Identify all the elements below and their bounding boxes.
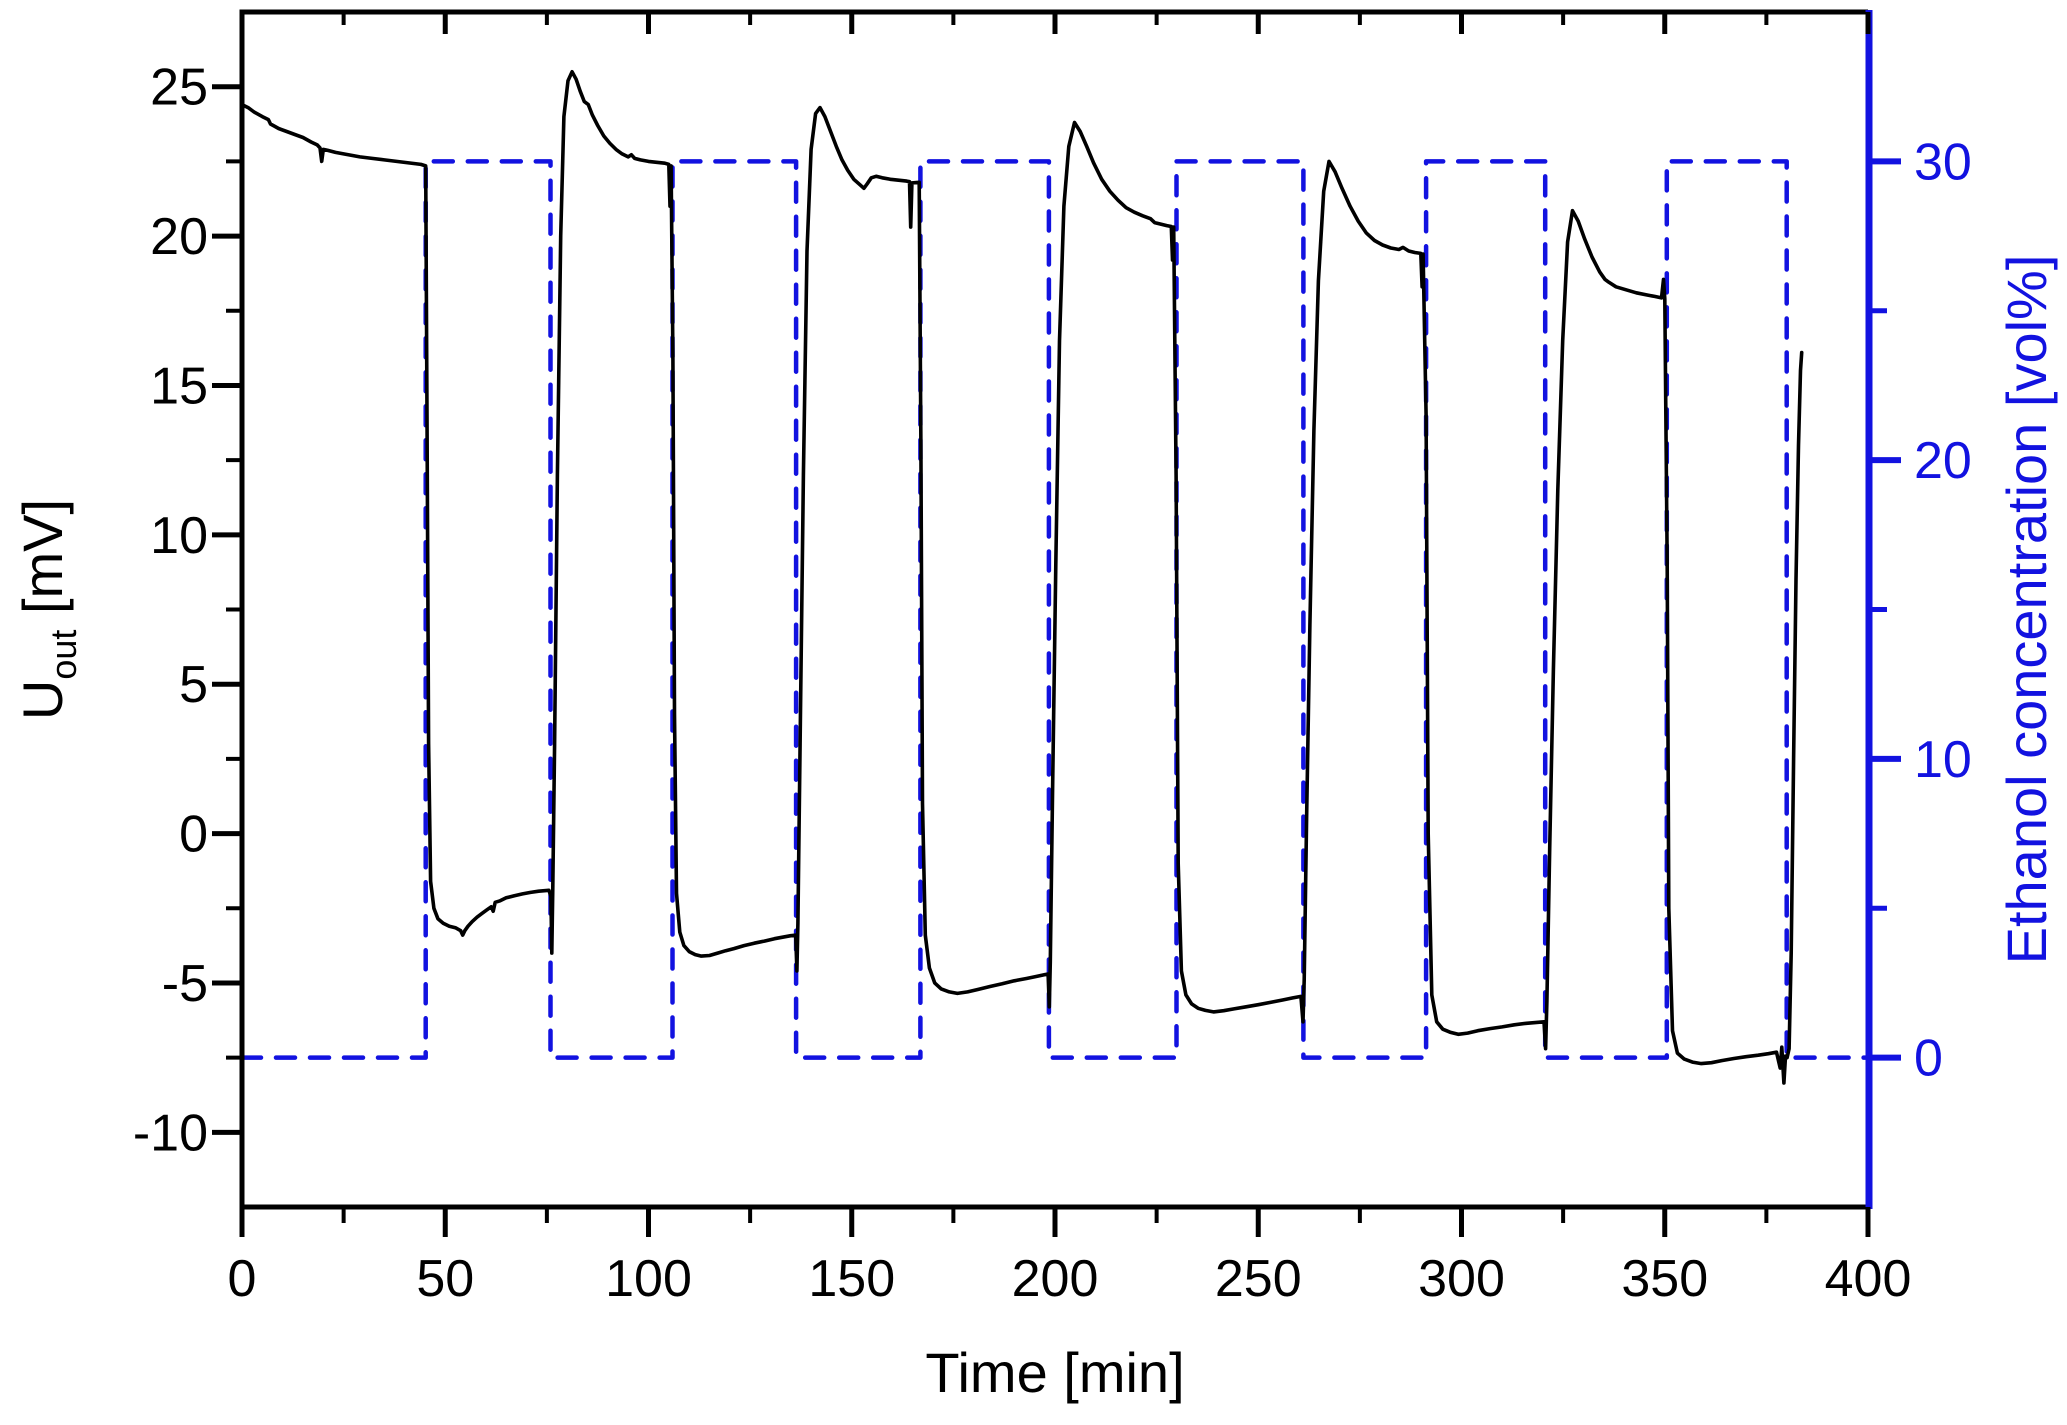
y-left-tick-label: 10 — [150, 507, 208, 565]
series-layer — [239, 70, 1871, 1085]
x-tick-label: 400 — [1825, 1250, 1912, 1308]
x-tick-label: 150 — [808, 1250, 895, 1308]
y-left-tick-label: 0 — [179, 806, 208, 864]
y-axis-right: 0 10 20 30 — [1872, 133, 1972, 1088]
y-left-tick-label: 20 — [150, 208, 208, 266]
x-tick-label: 300 — [1418, 1250, 1505, 1308]
y-right-tick-label: 0 — [1914, 1030, 1943, 1088]
y-left-tick-label: -10 — [133, 1104, 208, 1162]
x-tick-label: 0 — [228, 1250, 257, 1308]
y-left-tick-label: -5 — [162, 955, 208, 1013]
x-tick-label: 50 — [416, 1250, 474, 1308]
y-right-axis-title: Ethanol concentration [vol%] — [1995, 255, 2058, 965]
x-tick-label: 100 — [605, 1250, 692, 1308]
y-left-axis-title: Uout [mV] — [11, 499, 84, 720]
y-axis-left: -10 -5 0 5 10 15 20 25 — [133, 59, 242, 1162]
y-right-tick-label: 30 — [1914, 133, 1972, 191]
uout-signal-curve — [240, 70, 1804, 1085]
y-right-tick-label: 20 — [1914, 432, 1972, 490]
y-right-tick-label: 10 — [1914, 731, 1972, 789]
ethanol-concentration-curve — [239, 159, 1871, 1060]
y-left-tick-label: 5 — [179, 656, 208, 714]
x-axis-title: Time [min] — [925, 1341, 1184, 1404]
y-left-tick-label: 15 — [150, 357, 208, 415]
x-tick-label: 200 — [1012, 1250, 1099, 1308]
y-left-tick-label: 25 — [150, 59, 208, 117]
axis-titles: Time [min] Uout [mV] Ethanol concentration… — [11, 255, 2058, 1404]
x-tick-label: 350 — [1621, 1250, 1708, 1308]
x-tick-label: 250 — [1215, 1250, 1302, 1308]
x-axis: 0 50 100 150 200 250 300 350 400 — [228, 12, 1912, 1308]
